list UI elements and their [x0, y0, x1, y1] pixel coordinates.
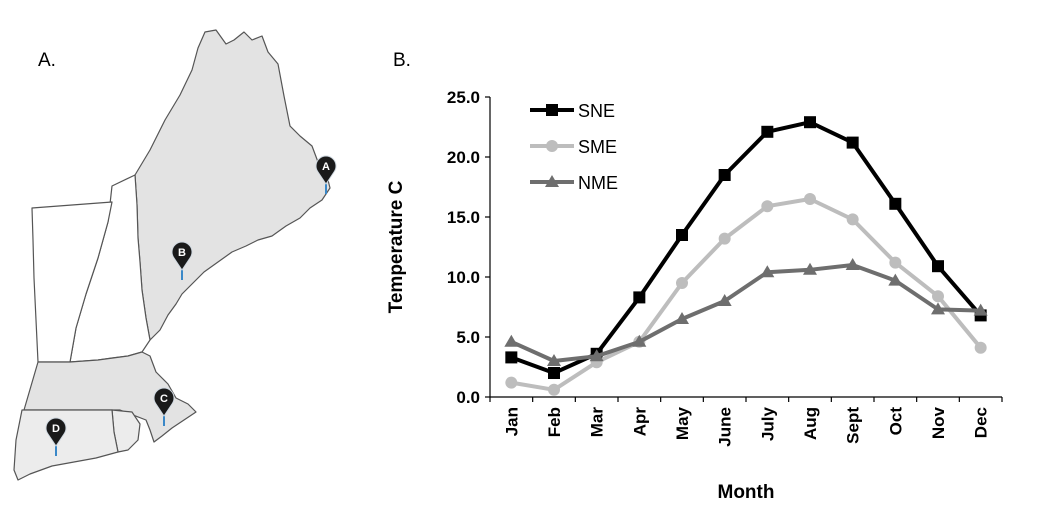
map-marker-d: D [45, 417, 67, 456]
x-axis-title: Month [718, 482, 775, 503]
state-connecticut [13, 409, 119, 481]
y-tick-label: 15.0 [447, 208, 480, 227]
legend-item-nme: NME [530, 173, 618, 193]
panel-a-label: A. [38, 50, 56, 71]
data-point-sme [932, 290, 944, 303]
data-point-sne [889, 197, 902, 210]
series-line-sne [510, 120, 983, 375]
panel-b-label: B. [393, 50, 411, 71]
data-point-sme [718, 232, 731, 245]
x-tick-label: Mar [588, 407, 607, 438]
x-tick-label: July [758, 406, 777, 441]
map-marker-c: C [153, 387, 175, 426]
x-tick-label: Aug [801, 407, 820, 440]
y-tick-label: 20.0 [447, 148, 480, 167]
data-point-sne [846, 136, 859, 149]
data-point-nme [589, 349, 604, 362]
data-point-sme [676, 277, 688, 289]
data-point-nme [973, 303, 988, 316]
legend-marker [546, 104, 558, 116]
legend-item-sne: SNE [530, 101, 615, 121]
data-point-nme [547, 354, 561, 366]
x-tick-label: Sept [844, 407, 863, 444]
legend-label: SNE [578, 101, 615, 121]
data-point-nme [675, 312, 689, 324]
data-point-sne [804, 116, 816, 129]
x-tick-label: Feb [545, 407, 564, 437]
data-point-sne [505, 351, 518, 364]
legend-label: SME [578, 137, 617, 157]
x-tick-label: June [716, 407, 735, 447]
data-point-nme [760, 265, 775, 278]
y-axis-title: Temperature C [386, 180, 407, 313]
new-england-map: A B C D [13, 29, 337, 481]
map-marker-label: C [160, 393, 168, 405]
data-point-sme [804, 193, 816, 205]
data-point-nme [931, 302, 945, 315]
map-marker-label: B [178, 247, 186, 259]
map-marker-b: B [171, 241, 193, 280]
x-tick-label: Apr [630, 407, 649, 437]
data-point-nme [504, 334, 519, 347]
series-line-nme [510, 263, 981, 363]
data-point-nme [803, 262, 817, 275]
series-nme [504, 258, 988, 366]
legend-marker [545, 175, 559, 187]
x-tick-label: Dec [972, 407, 991, 438]
map-marker-label: D [52, 423, 60, 435]
series-line-sme [511, 197, 983, 392]
data-point-sne [633, 291, 646, 304]
legend-marker [546, 140, 558, 152]
map-marker-a: A [315, 155, 337, 194]
x-tick-label: Jan [502, 407, 521, 436]
x-tick-label: May [673, 406, 692, 440]
data-point-nme [845, 258, 860, 270]
data-point-sme [761, 200, 774, 213]
y-tick-label: 10.0 [447, 268, 480, 287]
x-tick-label: Nov [929, 406, 948, 439]
temperature-line-chart: 0.0 5.0 10.0 15.0 20.0 25.0 Jan Feb Mar Apr May Ju… [386, 88, 1003, 503]
data-point-sne [761, 125, 774, 138]
data-point-sne [548, 367, 560, 379]
data-point-nme [717, 294, 732, 306]
legend-item-sme: SME [530, 137, 617, 157]
y-tick-label: 0.0 [456, 388, 480, 407]
map-marker-label: A [322, 161, 330, 173]
x-tick-label: Oct [886, 407, 905, 436]
chart-legend: SNE SME NME [530, 101, 618, 193]
data-point-sne [718, 169, 731, 181]
data-point-nme [888, 273, 903, 286]
data-point-nme [632, 334, 647, 347]
data-point-sme [548, 383, 560, 396]
data-point-sme [974, 341, 987, 354]
y-tick-label: 25.0 [447, 88, 480, 107]
data-point-sme [889, 256, 902, 269]
data-point-sme [846, 213, 859, 226]
state-maine [134, 29, 331, 341]
series-sme [505, 193, 987, 396]
data-point-sme [505, 376, 518, 389]
data-point-sne [676, 229, 688, 241]
y-tick-label: 5.0 [456, 328, 480, 347]
data-point-sne [932, 260, 944, 273]
legend-label: NME [578, 173, 618, 193]
